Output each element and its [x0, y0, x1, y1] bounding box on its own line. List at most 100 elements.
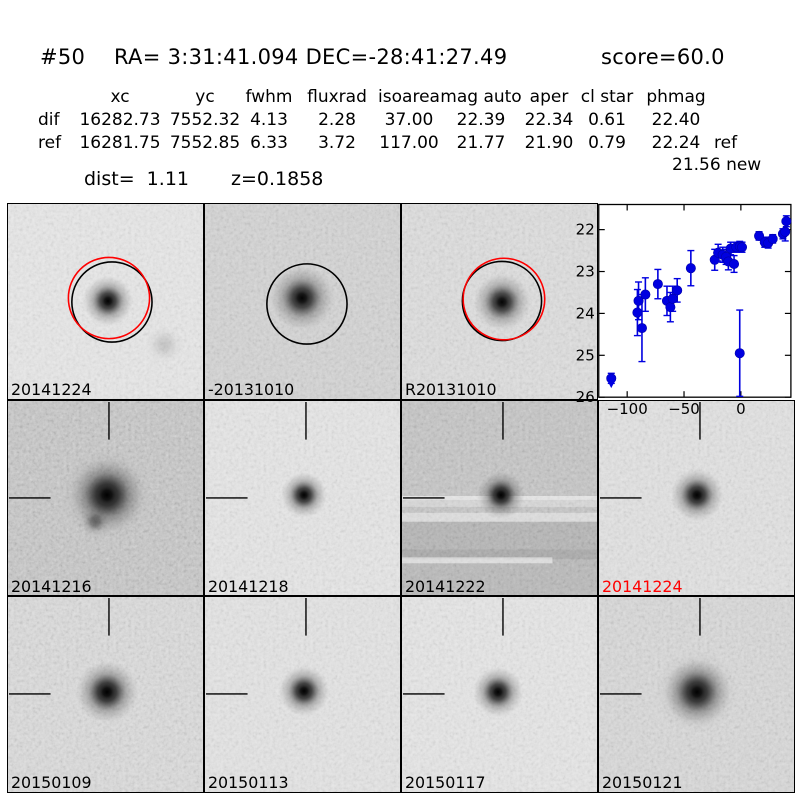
- stamp-date-label: 20141222: [405, 577, 486, 596]
- source-core: [681, 677, 713, 708]
- red-aperture-circle: [462, 257, 546, 341]
- data-point: [737, 242, 748, 253]
- stamp-date-label: 20141224: [602, 577, 683, 596]
- cell-ref-6: 21.90: [524, 133, 574, 153]
- data-point: [652, 279, 663, 290]
- faint-smudge: [144, 324, 184, 365]
- data-point: [781, 216, 792, 227]
- stamp-date-label: 20150121: [602, 773, 683, 792]
- cutout-image: R20131010: [402, 204, 597, 399]
- col-header-mag-auto: mag auto: [440, 87, 522, 107]
- y-tick-label: 26: [576, 388, 595, 406]
- redshift-value: z=0.1858: [231, 168, 324, 190]
- cell-ref-2: 6.33: [250, 133, 288, 153]
- stamp-date-label: 20141216: [11, 577, 92, 596]
- y-tick-label: 25: [576, 346, 595, 364]
- cutout-panel-20141222: 20141222: [401, 399, 598, 597]
- dist-value: dist= 1.11: [84, 168, 189, 190]
- stamp-date-label: 20141224: [11, 380, 92, 399]
- cutout-panel-20150109: 20150109: [7, 596, 204, 793]
- phmag-new-value: 21.56 new: [672, 155, 762, 175]
- cutout-panel-R20131010: R20131010: [401, 203, 598, 400]
- source-core: [293, 484, 315, 506]
- data-point: [665, 302, 676, 313]
- col-header-yc: yc: [195, 87, 215, 107]
- y-tick-label: 24: [576, 304, 595, 322]
- cell-ref-5: 21.77: [456, 133, 506, 153]
- data-point: [729, 258, 740, 269]
- data-point: [754, 230, 765, 241]
- cutout-image: 20150121: [599, 597, 794, 792]
- cell-dif-1: 7552.32: [169, 110, 241, 130]
- coordinates: RA= 3:31:41.094 DEC=-28:41:27.49: [114, 45, 508, 69]
- x-tick-label: −50: [668, 400, 700, 418]
- cutout-panel-20150121: 20150121: [598, 596, 795, 793]
- cutout-panel-20141224: 20141224: [7, 203, 204, 400]
- source-core: [92, 678, 122, 707]
- cell-dif-8: 22.40: [651, 110, 701, 130]
- cutout-panel-20141224: 20141224: [598, 399, 795, 597]
- cutout-image: 20141216: [8, 400, 203, 596]
- faint-smudge: [79, 506, 111, 537]
- stamp-date-label: R20131010: [405, 380, 497, 399]
- source-core: [90, 478, 124, 512]
- suffix-ref: ref: [714, 133, 738, 153]
- cell-ref-4: 117.00: [379, 133, 439, 153]
- cell-ref-8: 22.24: [651, 133, 701, 153]
- stamp-date-label: 20141218: [208, 577, 289, 596]
- cell-dif-0: 16282.73: [79, 110, 161, 130]
- cutout-image: 20150109: [8, 597, 203, 792]
- detector-streak: [402, 549, 597, 595]
- cell-dif-6: 22.34: [524, 110, 574, 130]
- data-point: [633, 295, 644, 306]
- cutout-panel--20131010: -20131010: [204, 203, 401, 400]
- data-point: [780, 226, 791, 237]
- cell-ref-7: 0.79: [588, 133, 626, 153]
- cell-dif-2: 4.13: [250, 110, 288, 130]
- cutout-panel-20141218: 20141218: [204, 399, 401, 597]
- cutout-grid: 20141224 -20131010 R20131010 −100 −50 0 22 23 24…: [7, 203, 795, 793]
- cutout-image: 20150113: [205, 597, 400, 792]
- black-aperture-circle: [71, 261, 153, 343]
- col-header-phmag: phmag: [646, 87, 706, 107]
- lightcurve-panel: −100 −50 0 22 23 24 25 26: [576, 203, 795, 418]
- cutout-image: 20141224: [8, 204, 203, 399]
- col-header-fwhm: fwhm: [245, 87, 293, 107]
- stamp-date-label: 20150113: [208, 773, 289, 792]
- data-point: [636, 323, 647, 334]
- lightcurve-svg: −100 −50 0 22 23 24 25 26: [576, 203, 792, 418]
- row-label-ref: ref: [38, 133, 62, 153]
- cell-dif-3: 2.28: [318, 110, 356, 130]
- source-core: [96, 289, 120, 313]
- data-point: [667, 293, 678, 304]
- score: score=60.0: [601, 45, 725, 69]
- source-core: [488, 288, 515, 315]
- cutout-panel-20141216: 20141216: [7, 399, 204, 597]
- cutout-image: 20141218: [205, 400, 400, 596]
- cell-ref-3: 3.72: [318, 133, 356, 153]
- cell-dif-7: 0.61: [588, 110, 626, 130]
- cutout-image: 20150117: [402, 597, 597, 792]
- source-core: [486, 680, 510, 704]
- col-header-fluxrad: fluxrad: [307, 87, 367, 107]
- detector-streak: [402, 521, 597, 560]
- data-point: [767, 233, 778, 244]
- cell-dif-4: 37.00: [384, 110, 434, 130]
- x-tick-label: 0: [736, 400, 746, 418]
- data-point: [685, 263, 696, 274]
- cutout-panel-20150113: 20150113: [204, 596, 401, 793]
- col-header-xc: xc: [110, 87, 130, 107]
- cutout-image: -20131010: [205, 204, 400, 399]
- stamp-date-label: -20131010: [208, 380, 294, 399]
- data-point: [734, 348, 745, 359]
- x-tick-label: −100: [607, 400, 648, 418]
- data-point: [672, 285, 683, 296]
- cell-ref-1: 7552.85: [169, 133, 241, 153]
- row-label-dif: dif: [38, 110, 60, 130]
- stamp-date-label: 20150117: [405, 773, 486, 792]
- cell-ref-0: 16281.75: [79, 133, 161, 153]
- red-aperture-circle: [67, 256, 151, 340]
- candidate-id: #50: [40, 45, 86, 69]
- col-header-isoarea: isoarea: [378, 87, 440, 107]
